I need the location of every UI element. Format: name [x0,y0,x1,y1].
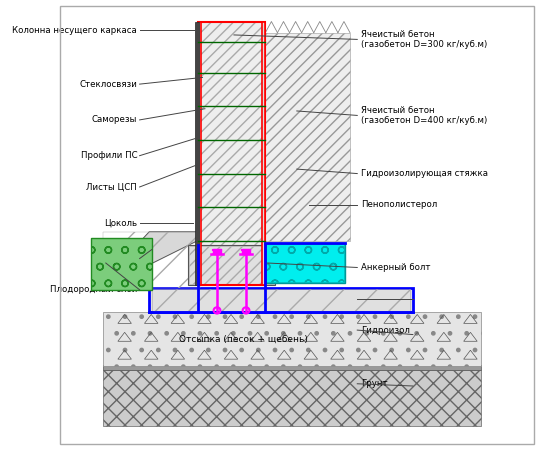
Bar [195,22,199,285]
Bar [262,22,265,285]
Bar [91,238,152,290]
Bar [266,244,344,282]
Text: Листы ЦСП: Листы ЦСП [86,183,137,192]
Bar [265,33,350,241]
Text: Гидроизол: Гидроизол [361,326,410,335]
Text: Цоколь: Цоколь [104,218,137,227]
Text: Плодородный слой: Плодородный слой [50,285,137,294]
Bar [265,243,345,283]
FancyArrow shape [242,249,251,254]
Bar [198,22,265,285]
Text: Отмостка: Отмостка [93,254,137,263]
Text: Гидроизолирующая стяжка: Гидроизолирующая стяжка [361,169,488,178]
FancyArrow shape [213,249,221,254]
Text: Профили ПС: Профили ПС [80,151,137,160]
Polygon shape [103,232,198,288]
Bar [91,238,152,290]
Text: Отсыпка (песок + щебень): Отсыпка (песок + щебень) [179,334,308,343]
Bar [103,312,481,366]
Bar [188,245,275,285]
Text: Ячеистый бетон
(газобетон D=300 кг/куб.м): Ячеистый бетон (газобетон D=300 кг/куб.м… [361,30,488,49]
Text: Анкерный болт: Анкерный болт [361,263,430,272]
Text: Грунт: Грунт [361,379,388,388]
Bar [103,232,200,288]
Bar [198,22,265,285]
Text: Ячеистый бетон
(газобетон D=400 кг/куб.м): Ячеистый бетон (газобетон D=400 кг/куб.м… [361,106,488,125]
Bar [198,22,200,285]
Bar [103,370,481,426]
Text: Колонна несущего каркаса: Колонна несущего каркаса [12,26,137,35]
Bar [152,289,410,311]
Text: Стеклосвязи: Стеклосвязи [79,80,137,89]
Text: Саморезы: Саморезы [92,115,137,124]
Bar [189,246,274,284]
Text: Пенополистерол: Пенополистерол [361,200,437,209]
Text: Ж/Б плита: Ж/Б плита [361,294,409,303]
Bar [149,288,413,312]
Bar [103,365,481,370]
